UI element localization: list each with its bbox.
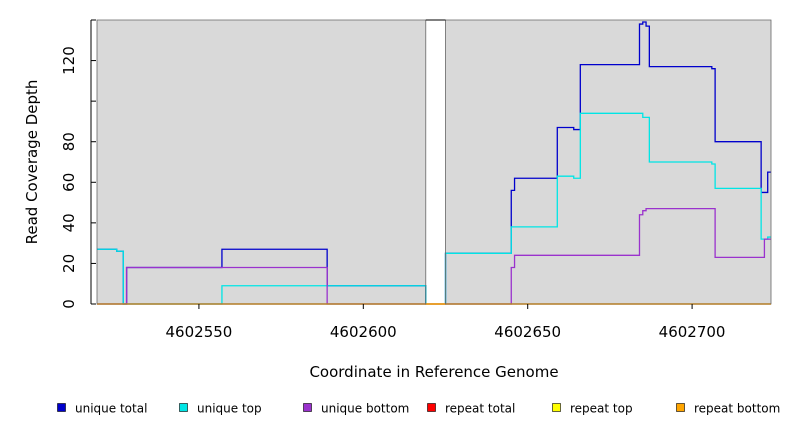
legend-label-5: repeat bottom [694,402,780,416]
y-tick-label-3: 60 [60,173,78,192]
y-tick-label-6: 120 [60,46,78,75]
legend-swatch-2 [303,403,312,412]
plot-panels [97,20,771,304]
x-tick-label-3: 4602700 [659,323,726,341]
legend-label-3: repeat total [445,402,515,416]
x-axis-title: Coordinate in Reference Genome [309,363,558,381]
legend-swatch-4 [552,403,561,412]
legend-label-4: repeat top [570,402,633,416]
y-axis-title: Read Coverage Depth [23,80,41,245]
x-tick-label-2: 4602650 [494,323,561,341]
x-axis: 4602550 4602600 4602650 4602700 [166,304,726,341]
legend: unique total unique top unique bottom repea… [57,402,780,416]
legend-swatch-3 [427,403,436,412]
x-tick-label-1: 4602600 [330,323,397,341]
plot-frame-right [445,19,772,305]
y-tick-label-4: 80 [60,132,78,151]
plot-panel-right [445,20,771,304]
y-tick-label-0: 0 [60,299,78,309]
y-tick-label-1: 20 [60,254,78,273]
y-tick-label-2: 40 [60,213,78,232]
y-axis: 0 20 40 60 80 120 [60,19,96,309]
plot-frame [96,19,772,305]
series-line-2 [97,208,771,305]
legend-swatch-5 [676,403,685,412]
plot-panel-left [97,20,426,304]
series-line-1 [97,112,771,305]
legend-label-1: unique top [197,402,262,416]
legend-label-2: unique bottom [321,402,409,416]
plot-frame-left [96,19,427,305]
legend-swatch-1 [179,403,188,412]
legend-swatch-0 [57,403,66,412]
legend-label-0: unique total [75,402,147,416]
x-tick-label-0: 4602550 [166,323,233,341]
